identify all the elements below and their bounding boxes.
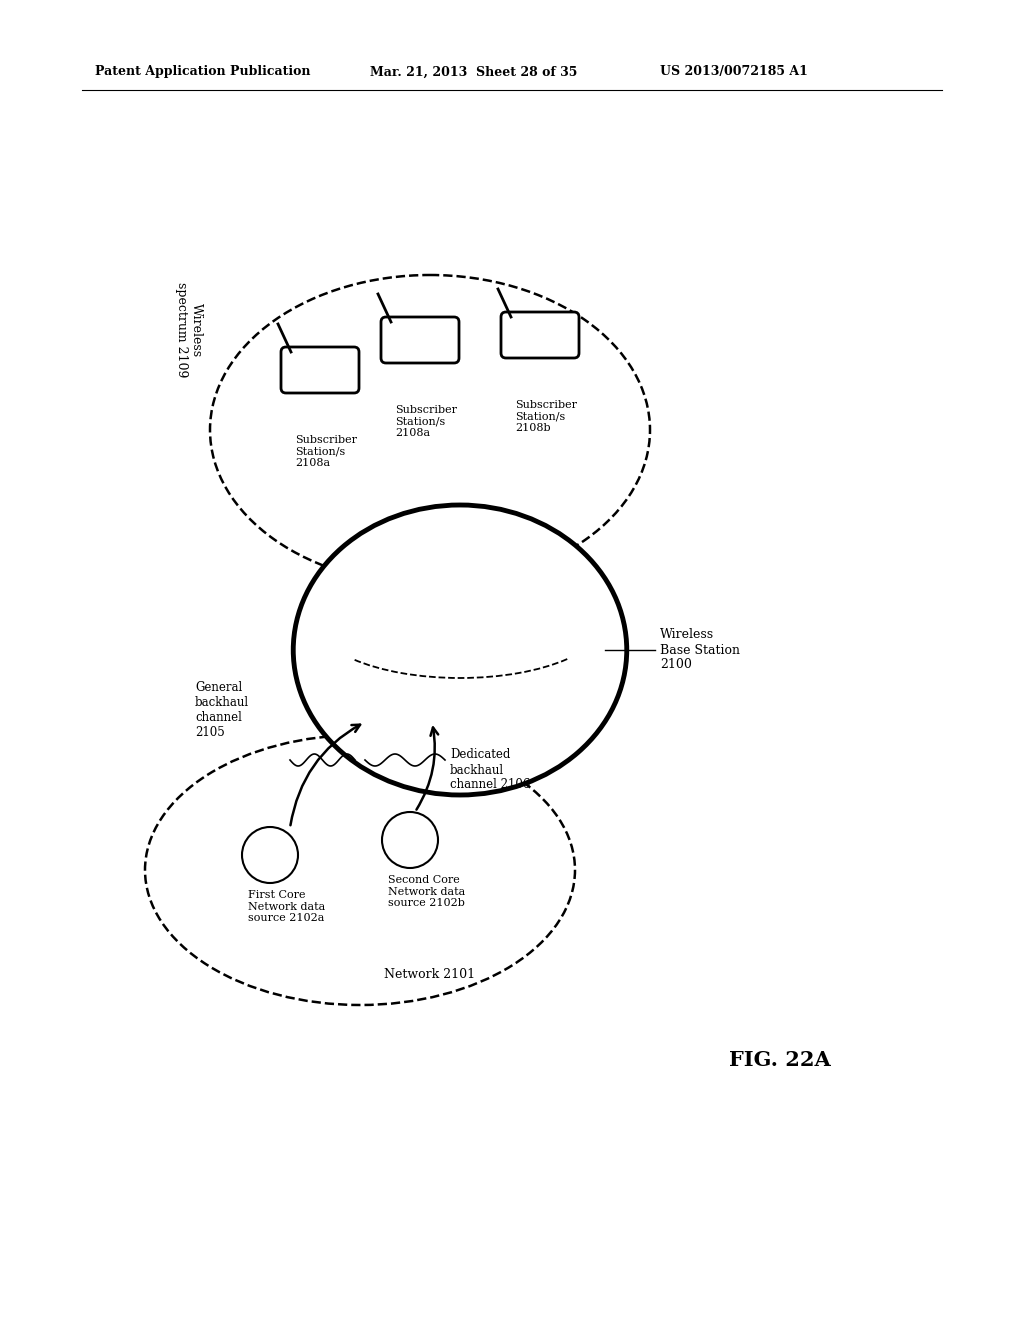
Ellipse shape	[293, 506, 627, 795]
Text: Wireless
Base Station
2100: Wireless Base Station 2100	[660, 628, 740, 672]
Text: FIG. 22A: FIG. 22A	[729, 1049, 830, 1071]
Text: First Core
Network data
source 2102a: First Core Network data source 2102a	[248, 890, 326, 923]
FancyBboxPatch shape	[281, 347, 359, 393]
Circle shape	[242, 828, 298, 883]
Text: Network 2101: Network 2101	[384, 969, 475, 982]
Text: General
backhaul
channel
2105: General backhaul channel 2105	[195, 681, 249, 739]
Text: Subscriber
Station/s
2108b: Subscriber Station/s 2108b	[515, 400, 577, 433]
FancyBboxPatch shape	[381, 317, 459, 363]
Text: Subscriber
Station/s
2108a: Subscriber Station/s 2108a	[395, 405, 457, 438]
Text: Patent Application Publication: Patent Application Publication	[95, 66, 310, 78]
Text: US 2013/0072185 A1: US 2013/0072185 A1	[660, 66, 808, 78]
Text: Subscriber
Station/s
2108a: Subscriber Station/s 2108a	[295, 436, 357, 469]
Text: Dedicated
backhaul
channel 2106: Dedicated backhaul channel 2106	[450, 748, 530, 792]
Text: Wireless
spectrum 2109: Wireless spectrum 2109	[175, 282, 203, 378]
FancyBboxPatch shape	[501, 312, 579, 358]
Text: Mar. 21, 2013  Sheet 28 of 35: Mar. 21, 2013 Sheet 28 of 35	[370, 66, 578, 78]
Text: Second Core
Network data
source 2102b: Second Core Network data source 2102b	[388, 875, 465, 908]
Circle shape	[382, 812, 438, 869]
